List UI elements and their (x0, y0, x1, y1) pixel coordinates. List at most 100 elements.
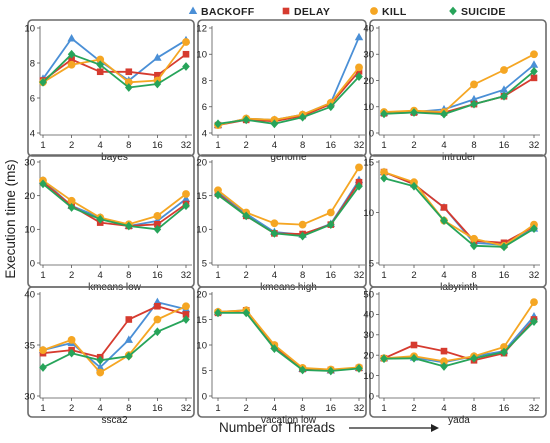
data-point-suicide (125, 221, 133, 231)
data-point-suicide (298, 365, 307, 375)
x-tick-label: 2 (411, 403, 416, 414)
series-line-delay (383, 171, 535, 244)
y-tick-label: 30 (24, 391, 35, 402)
data-point-backoff (469, 94, 479, 103)
y-tick-label: 40 (363, 23, 374, 34)
y-tick-label: 10 (363, 371, 374, 382)
x-tick-label: 16 (152, 270, 163, 281)
data-point-suicide (214, 119, 222, 129)
x-tick-label: 32 (354, 140, 365, 151)
panel-frame (197, 154, 367, 288)
data-point-suicide (327, 220, 335, 230)
panel-frame (369, 286, 547, 418)
x-tick-label: 16 (326, 140, 337, 151)
y-tick-label: 0 (369, 391, 374, 402)
data-point-suicide (153, 327, 162, 337)
data-point-kill (500, 66, 508, 74)
y-axis-label: Execution time (ms) (3, 159, 18, 278)
x-tick-label: 1 (381, 140, 386, 151)
data-point-suicide (530, 224, 538, 234)
data-point-kill (440, 357, 448, 366)
x-axis-label: Number of Threads (219, 420, 335, 435)
legend-label-suicide: SUICIDE (461, 6, 506, 18)
y-tick-label: 0 (202, 391, 207, 402)
series-line-suicide (218, 311, 360, 372)
y-tick-label: 0 (30, 258, 35, 269)
series-delay (39, 302, 190, 361)
legend-marker-suicide (449, 6, 457, 16)
data-point-suicide (214, 190, 222, 200)
panel-intruder: 0 10 20 30 40 1 2 4 8 16 32 intruder (363, 19, 547, 163)
y-tick-label: 10 (196, 340, 207, 351)
series-suicide (214, 72, 363, 129)
x-tick-label: 8 (126, 270, 131, 281)
x-tick-label: 32 (529, 403, 540, 414)
series-line-suicide (42, 53, 187, 89)
series-line-delay (217, 309, 360, 371)
data-point-suicide (125, 351, 133, 361)
data-point-backoff (153, 53, 162, 61)
series-line-kill (42, 179, 187, 226)
panel-frame (27, 286, 195, 418)
y-tick-label: 10 (363, 208, 374, 219)
x-tick-label: 16 (499, 140, 510, 151)
data-point-suicide (380, 109, 388, 119)
data-point-suicide (270, 228, 279, 238)
y-tick-label: 15 (363, 157, 374, 168)
x-tick-label: 1 (40, 140, 45, 151)
series-delay (380, 168, 538, 247)
data-point-delay (530, 74, 538, 82)
series-line-kill (42, 41, 187, 84)
data-point-kill (380, 168, 388, 177)
x-tick-label: 1 (381, 403, 386, 414)
data-point-kill (96, 55, 105, 64)
data-point-delay (154, 302, 161, 310)
y-tick-label: 0 (369, 128, 374, 139)
x-tick-label: 2 (69, 140, 74, 151)
series-line-kill (383, 301, 535, 363)
y-tick-label: 6 (30, 93, 35, 104)
data-point-suicide (355, 364, 363, 373)
data-point-suicide (96, 214, 104, 224)
y-tick-label: 5 (202, 258, 207, 269)
series-line-delay (42, 305, 187, 359)
x-tick-label: 1 (381, 270, 386, 281)
x-tick-label: 2 (244, 140, 249, 151)
series-suicide (39, 315, 190, 372)
legend-label-kill: KILL (382, 6, 407, 18)
series-kill (214, 163, 363, 229)
x-tick-label: 16 (326, 270, 337, 281)
series-line-backoff (383, 64, 535, 114)
x-tick-label: 4 (272, 403, 277, 414)
data-point-suicide (380, 173, 388, 183)
series-backoff (213, 305, 364, 374)
series-line-backoff (217, 309, 360, 372)
panel-title: yada (448, 415, 470, 426)
x-tick-label: 4 (441, 270, 446, 281)
y-tick-label: 30 (363, 330, 374, 341)
panel-ssca2: 30 35 40 1 2 4 8 16 32 ssca2 (24, 286, 195, 426)
x-tick-label: 1 (40, 403, 45, 414)
legend-entry-delay: DELAY (282, 6, 330, 18)
data-point-delay (154, 71, 161, 79)
x-tick-label: 8 (126, 403, 131, 414)
series-line-suicide (42, 318, 187, 369)
series-suicide (380, 66, 538, 119)
panel-title: ssca2 (101, 415, 128, 426)
series-line-suicide (217, 185, 360, 238)
series-line-kill (383, 171, 535, 247)
series-line-delay (383, 318, 535, 362)
series-suicide (380, 317, 538, 371)
legend-entry-kill: KILL (370, 6, 407, 18)
data-point-kill (67, 60, 76, 69)
series-line-kill (217, 166, 360, 226)
data-point-suicide (355, 181, 363, 191)
y-tick-label: 10 (196, 50, 207, 61)
x-tick-label: 2 (69, 270, 74, 281)
x-tick-label: 4 (441, 403, 446, 414)
y-tick-label: 10 (196, 225, 207, 236)
x-tick-label: 4 (98, 270, 103, 281)
